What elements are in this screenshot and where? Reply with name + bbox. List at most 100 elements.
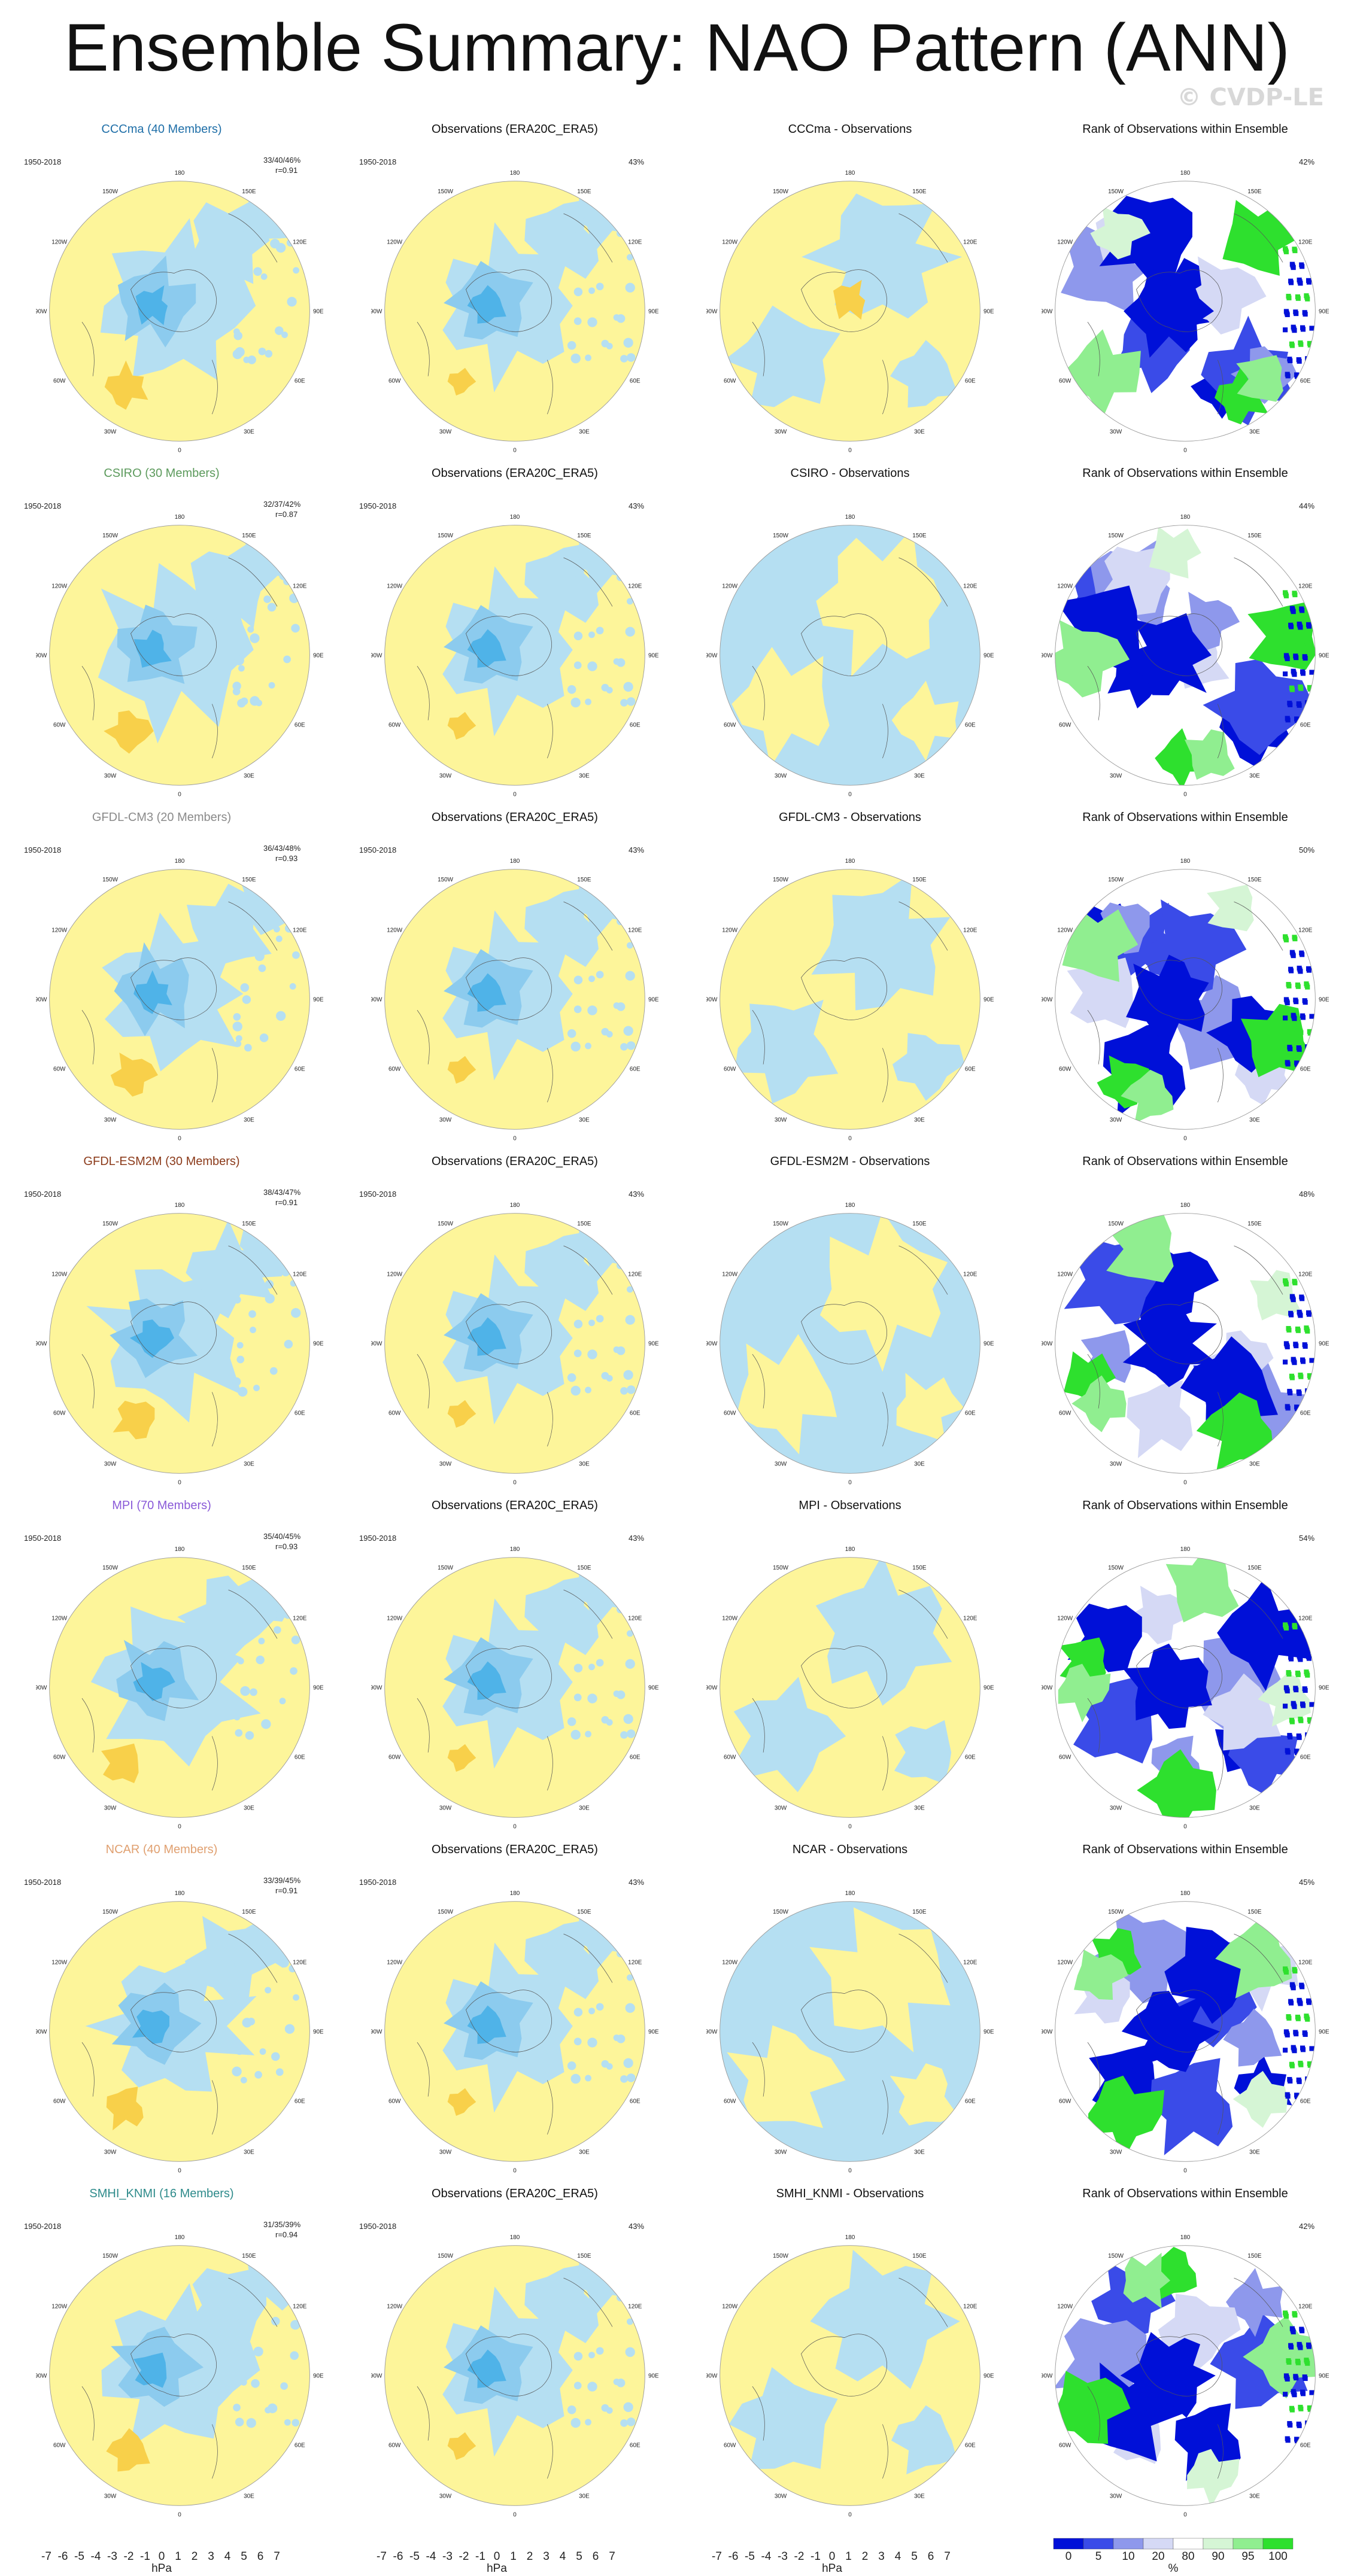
lon-label: 180 (510, 1546, 520, 1553)
map-difference: 180 150E 120E 90E 60E 30E 0 30W 60W 90W 120W 150W (706, 2234, 994, 2519)
lon-label: 30E (579, 1461, 590, 1467)
rank-cell (1309, 1641, 1314, 1646)
rank-cell (1294, 718, 1300, 723)
lon-label: 120W (722, 583, 738, 590)
rank-cell (1297, 2423, 1302, 2428)
difference-region (889, 2063, 958, 2126)
rank-cell (1298, 1030, 1304, 1035)
rank-cell (1309, 2046, 1314, 2051)
speckle (627, 1974, 633, 1981)
lon-label: 60W (53, 1410, 66, 1417)
speckle (235, 1269, 242, 1276)
lon-label: 90W (371, 309, 382, 315)
rank-cell (1285, 2376, 1290, 2382)
speckle (237, 1657, 244, 1665)
speckle (293, 1994, 299, 2001)
map-model: 180 150E 120E 90E 60E 30E 0 30W 60W 90W 120W 150W (36, 1546, 323, 1830)
lon-label: 90W (706, 1685, 718, 1692)
lon-label: 90E (648, 1685, 658, 1692)
coastline (801, 1990, 887, 2052)
speckle (275, 1943, 285, 1952)
speckle (587, 1349, 597, 1360)
rank-cell (1309, 609, 1314, 614)
rank-cell (1291, 1641, 1296, 1647)
rank-cell (1303, 1061, 1309, 1066)
lon-label: 30W (1110, 1117, 1122, 1123)
lon-label: 120E (628, 2304, 642, 2310)
coastline (466, 1646, 552, 1708)
lon-label: 150W (102, 533, 119, 539)
speckle (616, 917, 624, 926)
rank-cell (1303, 2031, 1308, 2037)
lon-label: 30W (439, 1117, 452, 1123)
lon-label: 120W (722, 239, 738, 246)
rank-cell (1298, 686, 1304, 691)
speckle (570, 353, 581, 364)
colorbar-tick-label: 4 (895, 2550, 901, 2563)
lon-label: 60E (1300, 1754, 1311, 1761)
rank-cell (1286, 2359, 1292, 2365)
lon-label: 90E (648, 997, 658, 1003)
panel-model-GFDL-CM3: GFDL-CM3 (20 Members) 1950-2018 36/43/48% r… (12, 811, 347, 1155)
panel-title: SMHI_KNMI (16 Members) (89, 2187, 234, 2200)
lon-label: 60W (388, 1066, 401, 1073)
rank-cell (1288, 1656, 1294, 1662)
speckle (600, 1248, 609, 1257)
lon-label: 90W (36, 2373, 47, 2380)
rank-cell (1289, 1375, 1295, 1380)
lon-label: 120W (51, 583, 68, 590)
speckle (232, 688, 241, 696)
lon-label: 0 (1183, 1823, 1187, 1830)
rank-high (1137, 1749, 1216, 1818)
speckle (242, 2018, 252, 2028)
lon-label: 120W (722, 1616, 738, 1622)
lon-label: 120E (963, 1960, 977, 1966)
rank-cell (1288, 968, 1294, 974)
speckle (283, 655, 291, 664)
lon-label: 150E (577, 1909, 591, 1915)
coastline (752, 213, 948, 415)
lon-label: 30E (1249, 2493, 1260, 2499)
lon-label: 60E (295, 1410, 305, 1417)
speckle (596, 2347, 604, 2355)
page-title: Ensemble Summary: NAO Pattern (ANN) (64, 10, 1290, 85)
lon-label: 180 (510, 858, 520, 865)
lon-label: 30E (579, 1117, 590, 1123)
map-model: 180 150E 120E 90E 60E 30E 0 30W 60W 90W 120W 150W (36, 2234, 323, 2519)
rank-cell (1285, 717, 1291, 723)
speckle (287, 1594, 296, 1603)
speckle (567, 2061, 576, 2070)
lon-label: 180 (175, 858, 185, 865)
rank-cell (1292, 2392, 1297, 2398)
lon-label: 150E (912, 1909, 927, 1915)
panel-obs-CSIRO: Observations (ERA20C_ERA5) 1950-2018 43% 18… (347, 467, 682, 811)
speckle (288, 223, 297, 232)
rank-low (1126, 954, 1209, 1047)
lon-label: 30E (244, 1461, 254, 1467)
colorbar-tick-label: -1 (475, 2550, 485, 2563)
lon-label: 30W (104, 2149, 117, 2155)
speckle (567, 1029, 576, 1038)
colorbar-tick-label: -4 (426, 2550, 436, 2563)
rank-cell (1300, 2391, 1306, 2396)
lon-label: 30E (244, 2493, 254, 2499)
lon-label: 90W (36, 1685, 47, 1692)
rank-cell (1298, 281, 1303, 286)
speckle (606, 1030, 613, 1038)
rank-high (1097, 1055, 1157, 1109)
speckle (235, 1729, 243, 1737)
panel-diff-NCAR: NCAR - Observations 180 150E 120E 90E 60E 30E 0… (682, 1843, 1018, 2187)
lon-label: 90E (313, 653, 323, 659)
speckle (606, 1719, 613, 1726)
speckle (250, 1327, 256, 1333)
rank-high (1123, 2252, 1171, 2309)
rank-cell (1294, 655, 1299, 661)
rank-cell (1300, 2047, 1306, 2052)
lon-label: 0 (178, 2167, 181, 2174)
lon-label: 30W (775, 1805, 787, 1811)
rank-cell (1286, 295, 1292, 300)
speckle (232, 1021, 242, 1032)
map-obs: 180 150E 120E 90E 60E 30E 0 30W 60W 90W 120W 150W (371, 2234, 658, 2519)
rank-cell (1291, 1985, 1296, 1991)
lon-label: 180 (845, 170, 855, 177)
